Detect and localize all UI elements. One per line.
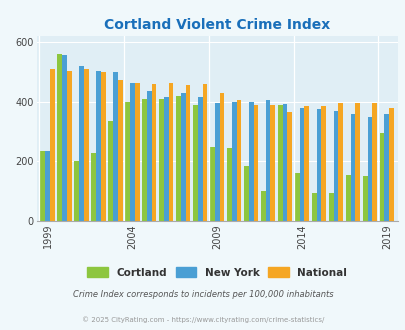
Bar [354,103,359,221]
Bar [151,84,156,221]
Text: © 2025 CityRating.com - https://www.cityrating.com/crime-statistics/: © 2025 CityRating.com - https://www.city… [82,316,323,323]
Bar [350,115,354,221]
Bar [168,82,173,221]
Bar [248,102,253,221]
Bar [45,151,50,221]
Bar [176,96,181,221]
Bar [113,72,117,221]
Bar [40,151,45,221]
Bar [185,85,190,221]
Bar [321,106,325,221]
Bar [91,152,96,221]
Bar [379,133,384,221]
Bar [231,102,236,221]
Bar [367,117,371,221]
Bar [270,105,275,221]
Bar [181,93,185,221]
Bar [134,82,139,221]
Bar [84,69,88,221]
Bar [371,103,376,221]
Bar [130,82,134,221]
Bar [253,105,258,221]
Bar [311,193,316,221]
Bar [164,97,168,221]
Bar [219,93,224,221]
Bar [57,54,62,221]
Title: Cortland Violent Crime Index: Cortland Violent Crime Index [104,18,330,32]
Bar [299,109,304,221]
Bar [282,104,287,221]
Bar [147,91,151,221]
Legend: Cortland, New York, National: Cortland, New York, National [87,267,346,278]
Bar [96,71,100,221]
Bar [294,173,299,221]
Bar [209,147,214,221]
Bar [362,177,367,221]
Bar [193,105,197,221]
Bar [100,72,105,221]
Bar [202,84,207,221]
Bar [337,103,342,221]
Bar [384,115,388,221]
Bar [62,55,67,221]
Bar [74,161,79,221]
Bar [125,102,130,221]
Bar [79,66,84,221]
Bar [67,71,71,221]
Bar [287,112,292,221]
Text: Crime Index corresponds to incidents per 100,000 inhabitants: Crime Index corresponds to incidents per… [72,290,333,299]
Bar [328,193,333,221]
Bar [260,191,265,221]
Bar [304,106,308,221]
Bar [388,108,393,221]
Bar [243,166,248,221]
Bar [333,111,337,221]
Bar [142,99,147,221]
Bar [108,121,113,221]
Bar [214,103,219,221]
Bar [265,100,270,221]
Bar [345,175,350,221]
Bar [226,148,231,221]
Bar [197,97,202,221]
Bar [277,105,282,221]
Bar [159,99,164,221]
Bar [236,100,241,221]
Bar [316,109,321,221]
Bar [117,80,122,221]
Bar [50,69,55,221]
